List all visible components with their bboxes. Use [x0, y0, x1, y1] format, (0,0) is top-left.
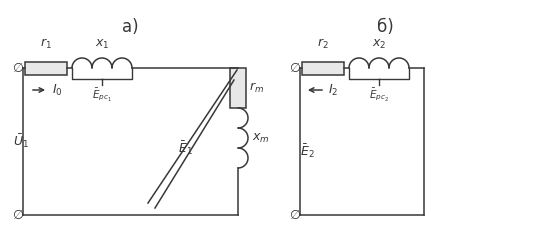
Text: $\bar{U}_1$: $\bar{U}_1$	[13, 133, 29, 150]
Text: $x_1$: $x_1$	[95, 38, 109, 51]
Bar	[302, 61, 344, 74]
Bar	[25, 61, 67, 74]
Text: $x_2$: $x_2$	[372, 38, 386, 51]
Text: б): б)	[377, 18, 393, 36]
Text: $\bar{E}_{pc_1}$: $\bar{E}_{pc_1}$	[92, 86, 112, 103]
Text: $I_2$: $I_2$	[328, 83, 338, 97]
Text: $\varnothing$: $\varnothing$	[12, 208, 24, 222]
Text: а): а)	[122, 18, 138, 36]
Text: $x_m$: $x_m$	[252, 132, 270, 144]
Text: $\bar{E}_2$: $\bar{E}_2$	[300, 143, 315, 160]
Text: $\varnothing$: $\varnothing$	[289, 208, 301, 222]
Text: $r_2$: $r_2$	[317, 37, 329, 51]
Text: $\varnothing$: $\varnothing$	[12, 61, 24, 75]
Bar	[230, 68, 246, 108]
Text: $\bar{E}_1$: $\bar{E}_1$	[178, 139, 192, 157]
Text: $\bar{E}_{pc_2}$: $\bar{E}_{pc_2}$	[369, 86, 389, 103]
Text: $r_1$: $r_1$	[40, 37, 52, 51]
Text: $\varnothing$: $\varnothing$	[289, 61, 301, 75]
Text: $r_m$: $r_m$	[249, 81, 264, 95]
Text: $I_0$: $I_0$	[52, 83, 63, 97]
